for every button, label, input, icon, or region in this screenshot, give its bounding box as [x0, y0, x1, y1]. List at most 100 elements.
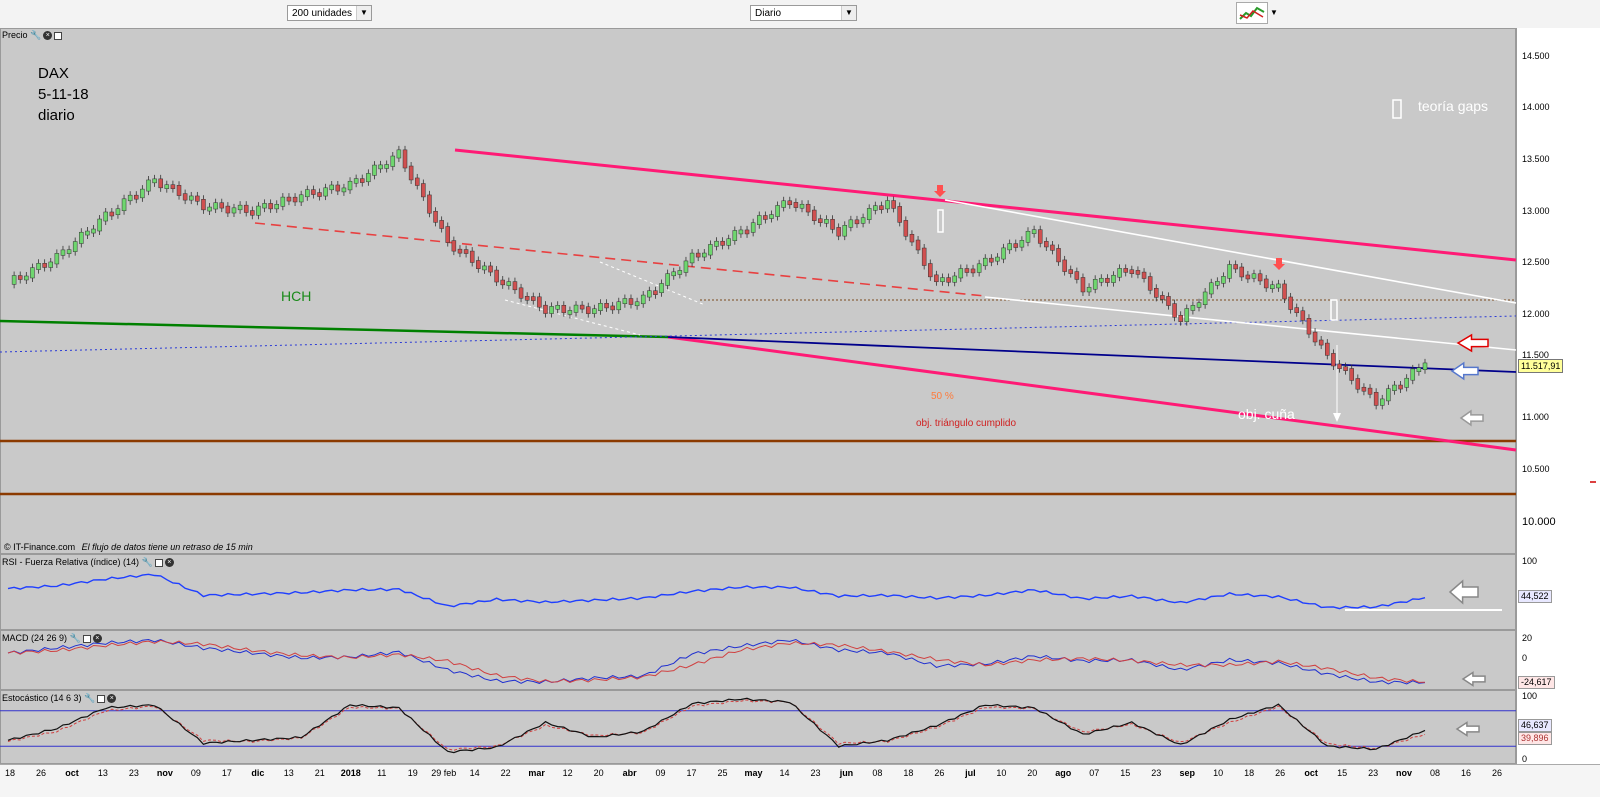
candle-body	[121, 198, 127, 212]
close-icon[interactable]: ×	[92, 634, 102, 644]
candle-body	[1092, 279, 1098, 290]
wrench-icon[interactable]: 🔧	[141, 557, 153, 567]
candle-body	[1044, 241, 1049, 248]
candle-body	[1178, 315, 1183, 322]
candle-body	[390, 155, 396, 167]
candle-body	[1154, 287, 1159, 298]
x-axis-label: 17	[686, 768, 697, 778]
chart-type-button[interactable]	[1236, 2, 1268, 24]
candle-body	[689, 252, 695, 264]
candle-body	[201, 199, 206, 211]
candle-body	[866, 208, 872, 220]
candle-body	[188, 195, 194, 201]
channel-arrow-icon	[1459, 409, 1484, 427]
maximize-icon[interactable]	[154, 558, 163, 567]
candle-body	[750, 222, 756, 233]
x-axis-label: 15	[1337, 768, 1348, 778]
candle-body	[1300, 310, 1306, 321]
x-axis-label: 14	[779, 768, 790, 778]
candle-body	[903, 220, 909, 237]
candle-body	[573, 304, 579, 313]
x-axis-label: oct	[65, 768, 79, 778]
candle-body	[1196, 302, 1202, 308]
x-axis-label: 19	[407, 768, 418, 778]
candle-body	[1135, 270, 1141, 275]
candle-body	[384, 164, 389, 169]
candle-body	[329, 184, 334, 191]
candle-body	[531, 296, 536, 301]
chevron-down-icon[interactable]: ▼	[356, 6, 371, 20]
candle-body	[494, 269, 499, 283]
candle-body	[1373, 391, 1379, 406]
candle-body	[665, 273, 670, 286]
wrench-icon[interactable]: 🔧	[84, 693, 96, 703]
candle-body	[695, 252, 701, 258]
candle-body	[1215, 281, 1220, 286]
x-axis-label: 20	[593, 768, 604, 778]
candle-body	[1288, 296, 1293, 310]
candle-body	[1404, 377, 1409, 388]
candle-body	[1312, 331, 1318, 343]
price-panel	[0, 28, 1516, 554]
candle-body	[757, 215, 762, 225]
candle-body	[488, 265, 493, 273]
maximize-icon[interactable]	[82, 634, 91, 643]
candle-body	[134, 194, 139, 200]
close-icon[interactable]: ×	[43, 31, 53, 41]
units-select[interactable]: 200 unidades ▼	[287, 5, 372, 21]
candle-body	[769, 214, 774, 219]
period-select[interactable]: Diario ▼	[750, 5, 857, 21]
candle-body	[726, 238, 731, 246]
candle-body	[506, 281, 512, 286]
x-axis-label: 10	[996, 768, 1007, 778]
candle-body	[585, 306, 591, 314]
x-axis-label: 25	[717, 768, 728, 778]
chevron-down-icon[interactable]: ▼	[841, 6, 856, 20]
close-icon[interactable]: ×	[107, 694, 117, 704]
wrench-icon[interactable]: 🔧	[30, 30, 42, 40]
wrench-icon[interactable]: 🔧	[69, 633, 81, 643]
candle-body	[1263, 278, 1269, 289]
candle-body	[457, 248, 463, 254]
x-axis-label: sep	[1179, 768, 1195, 778]
candle-body	[1392, 384, 1397, 391]
candle-body	[1117, 268, 1122, 278]
maximize-icon[interactable]	[54, 31, 63, 40]
candle-body	[11, 275, 17, 285]
candle-body	[799, 203, 805, 209]
price-tick: 10.500	[1522, 464, 1550, 474]
candle-body	[115, 208, 121, 216]
macd-panel	[0, 630, 1516, 690]
close-icon[interactable]: ×	[164, 558, 174, 568]
x-axis-label: ago	[1055, 768, 1072, 778]
stoch-k-line	[7, 697, 1426, 754]
candle-body	[1410, 368, 1416, 381]
x-axis-label: 10	[1213, 768, 1224, 778]
channel-bottom-line	[667, 335, 1517, 452]
candle-body	[860, 217, 866, 224]
candle-body	[103, 211, 108, 222]
candle-body	[970, 268, 976, 274]
candle-body	[207, 206, 212, 212]
candle-body	[854, 219, 860, 225]
x-axis-label: 14	[469, 768, 480, 778]
candle-body	[54, 253, 60, 265]
candle-body	[182, 193, 188, 201]
x-axis-label: 15	[1120, 768, 1131, 778]
maximize-icon[interactable]	[97, 694, 106, 703]
chart-period: diario	[38, 107, 75, 124]
candle-body	[17, 275, 23, 280]
candle-body	[1086, 286, 1092, 293]
candle-body	[170, 184, 176, 189]
x-axis-label: 2018	[340, 768, 361, 778]
candle-body	[127, 194, 133, 202]
triangle-line-b	[504, 299, 641, 336]
candle-body	[1245, 274, 1251, 280]
macd-signal-line	[7, 639, 1426, 683]
candle-body	[928, 263, 933, 278]
chevron-down-icon[interactable]: ▼	[1270, 8, 1278, 17]
candle-body	[549, 306, 554, 314]
candle-body	[176, 185, 182, 196]
gap-marker	[1392, 99, 1402, 119]
down-arrow-icon	[1273, 258, 1285, 270]
